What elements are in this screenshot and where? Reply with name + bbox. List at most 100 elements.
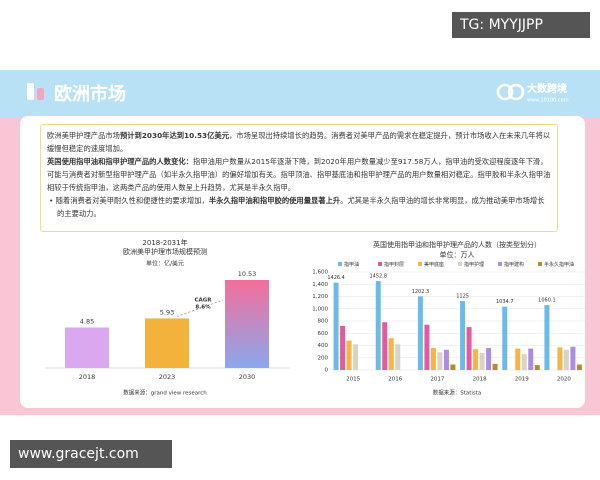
bar: [544, 305, 550, 370]
legend-swatch: [498, 262, 502, 266]
bar: [375, 281, 381, 370]
y-tick-label: 0: [325, 368, 329, 374]
bar: [333, 282, 339, 370]
chart-unit: 单位：亿/美元: [146, 260, 184, 268]
bar: [515, 348, 521, 370]
icon: [27, 83, 34, 100]
logo-mark: [496, 83, 514, 101]
value-label: 1426.4: [327, 275, 345, 281]
bar: [382, 322, 388, 370]
bar: [521, 354, 527, 370]
x-tick-label: 2020: [557, 377, 571, 383]
paragraph: 欧洲美甲护理产品市场预计到2030年达到10.53亿美元，市场呈现出持续增长的趋…: [47, 129, 551, 155]
chart-title: 英国使用指甲油和指甲护理产品的人数（按类型划分）: [373, 240, 541, 249]
legend-label: 美甲底座: [424, 261, 444, 268]
bar: [534, 365, 540, 370]
value-label: 1125: [456, 294, 469, 300]
legend-label: 指甲封层: [384, 261, 404, 268]
chart-title: 2018-2031年: [142, 238, 187, 247]
chart-unit: 单位：万人: [440, 250, 475, 259]
bar: [486, 347, 492, 370]
y-tick-label: 400: [318, 343, 329, 349]
bar: [473, 349, 479, 370]
text-segment: 指甲油用户数量从2015年逐渐下降，到2020年用户数量减少至917.58万人，…: [47, 157, 551, 192]
bar: [570, 346, 576, 370]
bar: [225, 280, 269, 368]
source: 数据来源：grand view research: [123, 389, 207, 397]
bar: [443, 349, 449, 370]
source: 数据来源：Statista: [433, 389, 482, 397]
x-tick-label: 2016: [388, 377, 402, 383]
value-label: 1452.8: [370, 274, 388, 280]
value-label: 4.85: [80, 317, 94, 325]
bar: [528, 348, 534, 370]
legend-label: 指甲护理: [464, 261, 484, 268]
value-label: 10.53: [238, 270, 257, 278]
legend-swatch: [418, 262, 422, 266]
annotation: 8.6%: [195, 305, 211, 311]
annotation: CAGR: [194, 298, 212, 304]
y-tick-label: 1,400: [312, 282, 328, 288]
x-tick-label: 2030: [239, 373, 256, 381]
bar: [492, 363, 498, 370]
watermark: www.gracejt.com: [10, 440, 172, 468]
bar: [479, 352, 485, 370]
x-tick-label: 2018: [473, 377, 487, 383]
x-tick-label: 2023: [159, 373, 176, 381]
x-tick-label: 2019: [515, 377, 529, 383]
logo-url: www.10100.com: [527, 98, 569, 104]
text-segment: ，市场呈现出持续增长的趋势。消费者对美甲产品的需求在稳定提升，预计市场收入在未来…: [47, 131, 551, 153]
text-segment: 。尤其是半永久指甲油的增长非常明显，成为推动美甲市场增长的主要动力。: [57, 196, 545, 218]
y-tick-label: 200: [318, 355, 329, 361]
bar: [576, 364, 582, 370]
chart-title: 欧洲美甲护理市场规模预测: [123, 247, 207, 256]
legend-swatch: [538, 262, 542, 266]
header-band: [0, 70, 600, 118]
legend-label: 指甲建构: [504, 261, 524, 268]
legend-swatch: [338, 262, 342, 266]
legend-swatch: [458, 262, 462, 266]
y-tick-label: 600: [318, 331, 329, 337]
legend-swatch: [378, 262, 382, 266]
y-tick-label: 800: [318, 319, 329, 325]
text-segment: 半永久指甲油和指甲胶的使用量显著上升: [208, 196, 341, 205]
header-title: 欧洲市场: [54, 83, 126, 105]
text-segment: 随着消费者对美甲耐久性和便捷性的要求增加，: [55, 196, 209, 205]
y-tick-label: 1,600: [312, 270, 328, 276]
logo-text: 大数跨境: [527, 82, 567, 95]
legend-label: 指甲油: [344, 261, 359, 268]
y-tick-label: 1,000: [312, 306, 328, 312]
bar: [460, 301, 466, 370]
icon: [37, 88, 44, 100]
bar: [430, 347, 436, 370]
logo-mark: [507, 83, 525, 101]
bar: [353, 344, 359, 370]
bar: [466, 327, 472, 370]
paragraph: 英国使用指甲油和指甲护理产品的人数变化：指甲油用户数量从2015年逐渐下降，到2…: [47, 155, 551, 194]
cagr-line: [176, 299, 224, 317]
bar: [346, 340, 352, 370]
value-label: 5.93: [160, 308, 174, 316]
x-tick-label: 2015: [346, 377, 360, 383]
bar: [437, 352, 443, 370]
bar: [557, 347, 563, 370]
text-segment: 英国使用指甲油和指甲护理产品的人数变化：: [47, 157, 193, 166]
legend-label: 半永久指甲油: [544, 261, 574, 268]
y-tick-label: 1,200: [312, 294, 328, 300]
text-box: 欧洲美甲护理产品市场预计到2030年达到10.53亿美元，市场呈现出持续增长的趋…: [40, 124, 558, 232]
paragraph: • 随着消费者对美甲耐久性和便捷性的要求增加，半永久指甲油和指甲胶的使用量显著上…: [49, 196, 545, 218]
text-segment: 欧洲美甲护理产品市场: [47, 131, 120, 140]
text-segment: 预计到2030年达到10.53亿美元: [119, 131, 230, 140]
watermark: TG: MYYJJPP: [452, 12, 590, 38]
value-label: 1202.3: [412, 289, 430, 295]
bar: [388, 338, 394, 370]
value-label: 1034.7: [496, 299, 514, 305]
bar: [563, 349, 569, 370]
x-tick-label: 2018: [79, 373, 96, 381]
x-tick-label: 2017: [430, 377, 444, 383]
value-label: 1060.1: [538, 298, 556, 304]
bar: [424, 324, 430, 370]
bar: [450, 364, 456, 370]
